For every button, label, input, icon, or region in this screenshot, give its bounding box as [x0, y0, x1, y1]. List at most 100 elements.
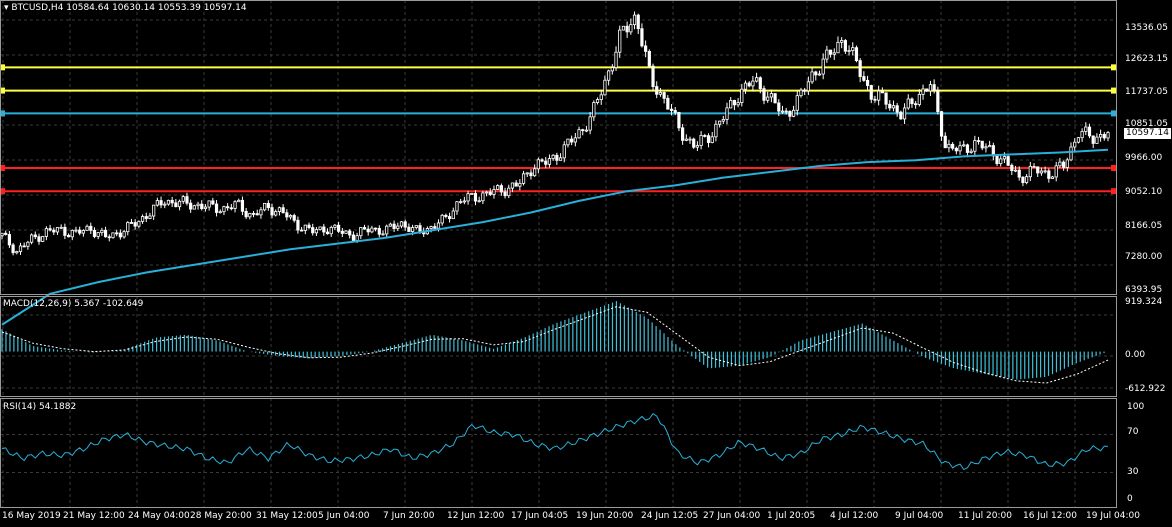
price-tick-label: 8166.05	[1125, 221, 1163, 231]
moving-average-line	[1, 148, 1109, 326]
candle-body	[44, 228, 48, 237]
candle-body	[1043, 170, 1047, 173]
candle-body	[333, 224, 337, 228]
candle-body	[447, 216, 452, 220]
candle-body	[296, 219, 300, 231]
candle-body	[499, 185, 503, 193]
candle-body	[300, 229, 304, 232]
candle-body	[954, 147, 958, 152]
level-handle-left	[0, 110, 5, 117]
macd-histogram	[1, 301, 1105, 380]
candle-body	[1013, 169, 1018, 172]
candle-body	[973, 140, 977, 152]
candle-body	[103, 229, 108, 238]
candle-body	[207, 200, 211, 208]
level-handle-left	[0, 188, 5, 195]
candle-body	[174, 202, 178, 208]
candle-body	[1058, 161, 1062, 167]
candle-body	[359, 227, 363, 237]
candle-body	[780, 110, 785, 113]
candle-body	[85, 225, 89, 231]
candle-body	[858, 60, 862, 77]
candle-body	[240, 199, 245, 212]
candle-body	[0, 232, 4, 237]
candle-body	[536, 159, 540, 170]
candle-body	[840, 40, 844, 43]
candle-body	[951, 143, 955, 149]
candle-body	[129, 222, 134, 224]
candle-body	[1017, 169, 1021, 178]
price-tick-label: 10851.05	[1125, 119, 1168, 129]
time-tick-label: 24 Jun 12:05	[641, 511, 699, 521]
candle-body	[107, 236, 111, 239]
time-tick-label: 28 May 20:00	[190, 511, 252, 521]
candle-body	[81, 230, 85, 234]
candle-body	[947, 143, 951, 149]
candle-body	[692, 138, 696, 148]
candle-body	[344, 230, 348, 234]
candle-body	[869, 85, 873, 100]
candle-body	[281, 207, 285, 214]
candle-body	[248, 213, 252, 218]
candle-body	[799, 89, 803, 97]
candle-body	[15, 251, 19, 254]
collapse-arrow-icon[interactable]: ▾	[4, 3, 9, 13]
candle-body	[1073, 141, 1077, 148]
time-tick-label: 16 Jul 12:00	[1023, 511, 1077, 521]
candle-body	[784, 110, 788, 113]
candle-body	[743, 82, 748, 90]
candle-body	[902, 107, 907, 120]
candle-body	[936, 89, 940, 113]
time-tick-label: 19 Jun 20:00	[576, 511, 634, 521]
candle-body	[1006, 156, 1010, 166]
candle-body	[466, 193, 470, 202]
time-tick-label: 16 May 2019	[2, 511, 61, 521]
price-tick-label: 9052.10	[1125, 187, 1163, 197]
candle-body	[392, 223, 396, 229]
candle-body	[906, 98, 910, 109]
candle-body	[666, 97, 670, 110]
candle-body	[921, 88, 925, 95]
candle-body	[769, 93, 773, 98]
candle-body	[725, 107, 729, 120]
candle-body	[414, 225, 418, 228]
time-tick-label: 19 Jul 04:00	[1086, 511, 1140, 521]
candle-body	[440, 214, 444, 224]
candle-body	[270, 207, 274, 216]
time-tick-label: 12 Jun 12:00	[447, 511, 505, 521]
chart-title: ▾ BTCUSD,H4 10584.64 10630.14 10553.39 1…	[4, 3, 247, 13]
candle-body	[969, 150, 973, 153]
level-handle-right	[1111, 87, 1116, 94]
candle-body	[603, 79, 607, 96]
candle-body	[244, 210, 248, 218]
candle-body	[1106, 132, 1110, 139]
candle-body	[644, 45, 648, 52]
candle-body	[1028, 165, 1032, 178]
candle-body	[318, 226, 322, 230]
candle-body	[1076, 137, 1081, 143]
level-handle-left	[0, 64, 5, 71]
candle-body	[788, 110, 792, 117]
candle-body	[976, 140, 981, 142]
candle-body	[407, 226, 411, 232]
candle-body	[92, 229, 97, 237]
candle-body	[181, 196, 185, 202]
candle-body	[1102, 134, 1106, 139]
time-tick-label: 4 Jul 12:00	[830, 511, 879, 521]
candle-body	[1080, 131, 1084, 139]
candle-body	[237, 199, 241, 203]
candle-body	[70, 230, 74, 238]
candle-body	[684, 138, 688, 141]
candle-body	[185, 196, 189, 204]
candle-body	[865, 79, 870, 86]
rsi-tick-label: 70	[1127, 427, 1139, 437]
price-tick-label: 7280.00	[1125, 252, 1163, 262]
candle-body	[877, 90, 881, 101]
candle-body	[888, 103, 892, 109]
candle-body	[481, 192, 485, 202]
candle-body	[166, 199, 171, 205]
candle-body	[662, 92, 666, 99]
candle-body	[381, 233, 385, 236]
horizontal-levels[interactable]	[0, 64, 1116, 195]
